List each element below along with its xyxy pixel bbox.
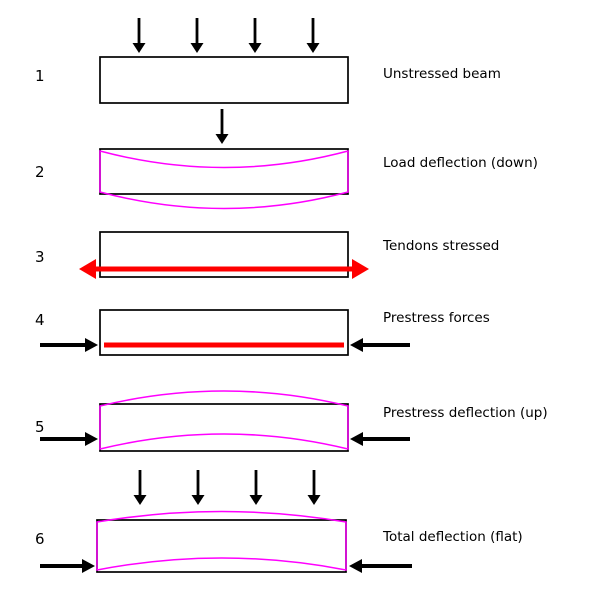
- row-number: 6: [35, 530, 45, 548]
- deflection-curve-down: [99, 150, 349, 210]
- row-label: Unstressed beam: [383, 66, 501, 82]
- row-label: Prestress deflection (up): [383, 405, 548, 421]
- tendon-arrowhead-right-icon: [352, 259, 369, 279]
- load-arrows-down: [133, 470, 321, 505]
- beam-outline: [99, 231, 349, 278]
- row-number: 3: [35, 248, 45, 266]
- force-arrowhead-right-icon: [350, 338, 363, 352]
- row-label: Prestress forces: [383, 310, 490, 326]
- row-load-deflection: 2 Load deflection (down): [35, 109, 538, 210]
- row-label: Tendons stressed: [382, 238, 499, 254]
- force-arrowhead-left-icon: [85, 432, 98, 446]
- row-prestress-deflection: 5 Prestress deflection (up): [35, 390, 548, 452]
- down-arrowhead-icon: [249, 495, 263, 505]
- down-arrowhead-icon: [132, 43, 146, 53]
- row-label: Total deflection (flat): [382, 529, 523, 545]
- beam-outline: [99, 403, 349, 452]
- down-arrowhead-icon: [133, 495, 147, 505]
- down-arrowhead-icon: [190, 43, 204, 53]
- row-number: 4: [35, 311, 45, 329]
- force-arrowhead-left-icon: [85, 338, 98, 352]
- beam-outline: [99, 148, 349, 195]
- row-number: 2: [35, 163, 45, 181]
- down-arrowhead-icon: [191, 495, 205, 505]
- down-arrowhead-icon: [248, 43, 262, 53]
- deflection-curve-flat: [96, 510, 347, 571]
- force-arrowhead-right-icon: [350, 432, 363, 446]
- load-arrows-down: [132, 18, 320, 53]
- force-arrowhead-right-icon: [349, 559, 362, 573]
- deflection-curve-up: [99, 390, 349, 450]
- row-number: 5: [35, 418, 45, 436]
- down-arrowhead-icon: [306, 43, 320, 53]
- row-total-deflection: 6 Total deflection (flat): [35, 470, 523, 573]
- tendon-arrowhead-left-icon: [79, 259, 96, 279]
- row-label: Load deflection (down): [383, 155, 538, 171]
- row-unstressed-beam: 1 Unstressed beam: [35, 18, 501, 104]
- row-tendons-stressed: 3 Tendons stressed: [35, 231, 499, 279]
- beam-outline: [99, 56, 349, 104]
- row-number: 1: [35, 67, 45, 85]
- force-arrowhead-left-icon: [82, 559, 95, 573]
- row-prestress-forces: 4 Prestress forces: [35, 309, 490, 356]
- down-arrowhead-icon: [215, 134, 229, 144]
- beam-outline: [99, 309, 349, 356]
- down-arrowhead-icon: [307, 495, 321, 505]
